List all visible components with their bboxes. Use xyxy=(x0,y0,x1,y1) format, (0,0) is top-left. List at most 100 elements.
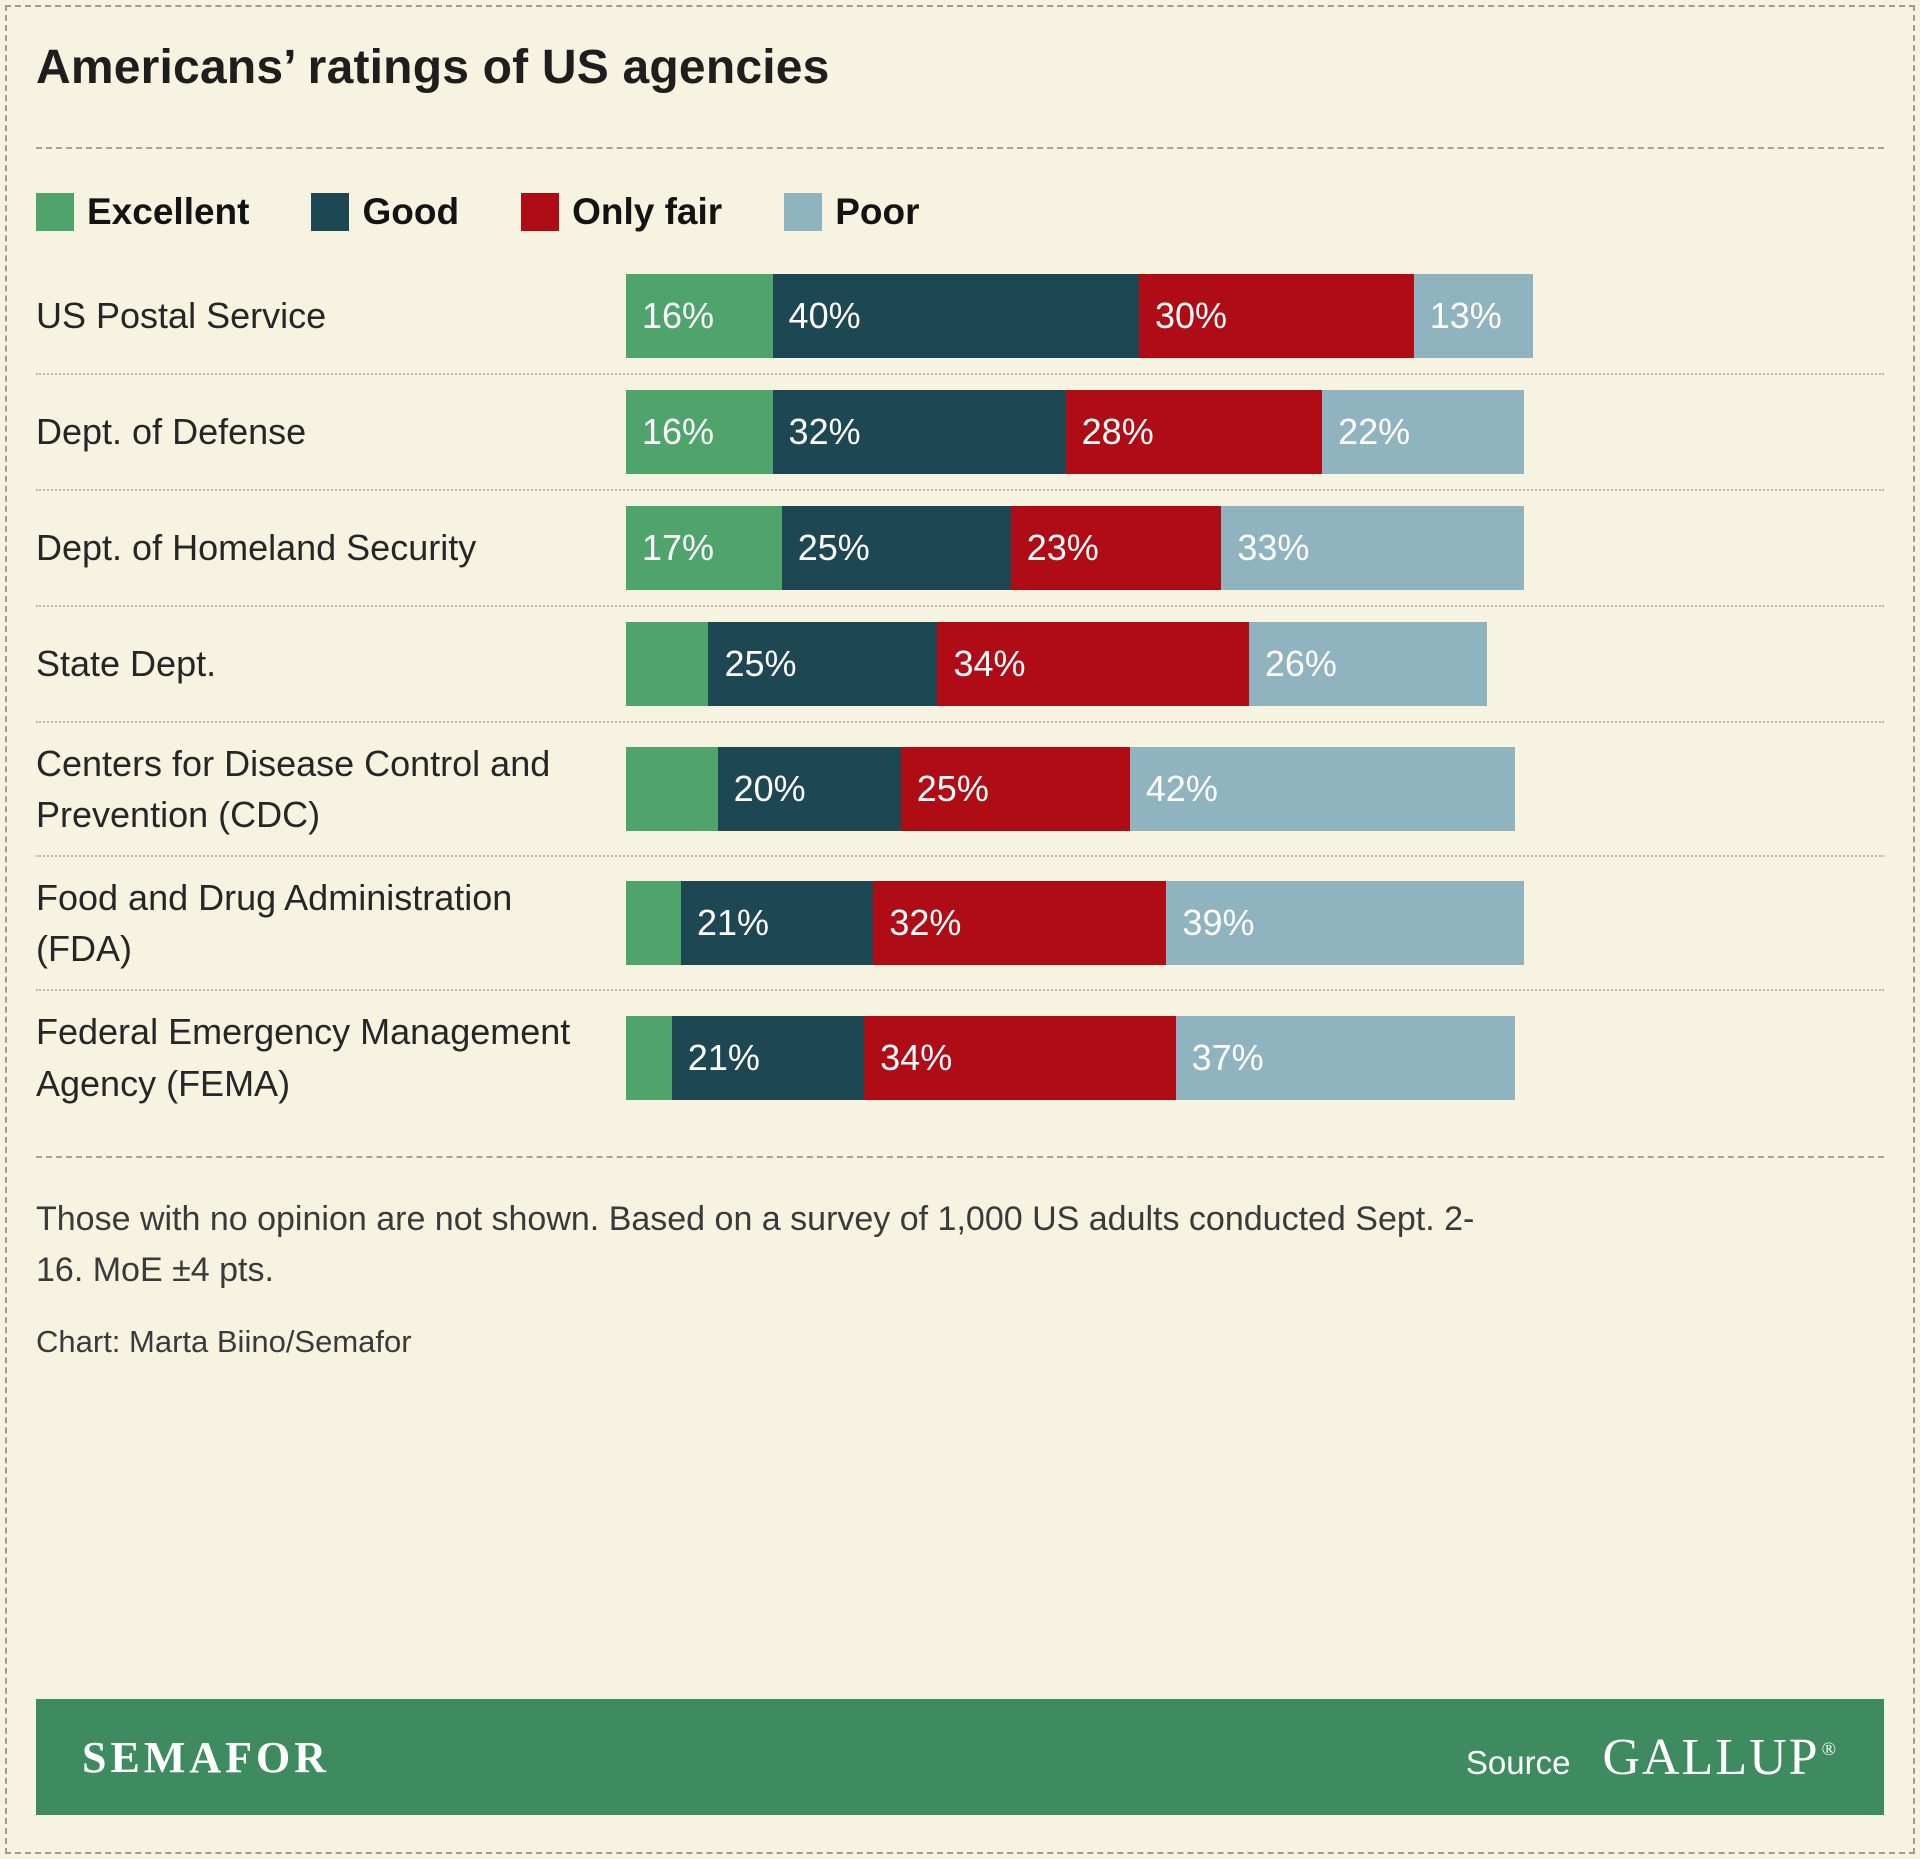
bar-segment-good: 40% xyxy=(772,274,1139,358)
dashed-divider xyxy=(36,1155,1884,1158)
segment-value-label: 32% xyxy=(889,902,962,944)
legend-label: Only fair xyxy=(572,191,723,232)
segment-value-label: 20% xyxy=(733,768,806,810)
gallup-logo: GALLUP ® xyxy=(1602,1728,1838,1787)
dashed-divider xyxy=(36,147,1884,149)
segment-value-label: 39% xyxy=(1182,902,1255,944)
bar-segment-only-fair: 23% xyxy=(1010,506,1222,590)
bar-segment-good: 21% xyxy=(680,881,874,966)
chart-row: Food and Drug Administration (FDA) 21% 32%… xyxy=(36,855,1884,989)
bar-segment-excellent: 16% xyxy=(626,390,773,474)
stacked-bar-chart: US Postal Service 16% 40% 30% 13% Dept. of De… xyxy=(36,259,1884,1124)
category-label: Food and Drug Administration (FDA) xyxy=(36,877,513,970)
segment-value-label: 17% xyxy=(642,527,715,568)
bar-segment-good: 25% xyxy=(781,506,1011,590)
footer-bar: SEMAFOR Source GALLUP ® xyxy=(36,1699,1884,1815)
legend-item: Poor xyxy=(784,191,919,233)
legend-item: Excellent xyxy=(36,191,249,233)
category-label: State Dept. xyxy=(36,643,217,685)
segment-value-label: 37% xyxy=(1191,1036,1264,1078)
registered-trademark-symbol: ® xyxy=(1821,1739,1838,1761)
legend-swatch-only-fair xyxy=(521,193,560,231)
segment-value-label: 23% xyxy=(1026,527,1099,568)
semafor-logo: SEMAFOR xyxy=(82,1732,330,1782)
chart-row: State Dept. 25% 34% 26% xyxy=(36,605,1884,721)
segment-value-label: 28% xyxy=(1081,411,1154,452)
bar-segment-excellent xyxy=(626,1015,672,1100)
chart-row: Federal Emergency Management Agency (FEM… xyxy=(36,989,1884,1123)
bar-segment-only-fair: 34% xyxy=(937,622,1249,706)
bar-segment-good: 32% xyxy=(772,390,1066,474)
bar-segment-poor: 26% xyxy=(1248,622,1488,706)
footnote: Those with no opinion are not shown. Bas… xyxy=(36,1199,1475,1289)
source-label: Source xyxy=(1465,1743,1571,1781)
category-label: Dept. of Homeland Security xyxy=(36,527,477,569)
bar-segment-only-fair: 28% xyxy=(1065,390,1323,474)
segment-value-label: 42% xyxy=(1145,768,1218,810)
page-title: Americans’ ratings of US agencies xyxy=(36,41,830,94)
bar-segment-excellent xyxy=(626,622,709,706)
segment-value-label: 25% xyxy=(797,527,870,568)
bar-segment-poor: 33% xyxy=(1221,506,1524,590)
chart-row: US Postal Service 16% 40% 30% 13% xyxy=(36,259,1884,373)
gallup-wordmark: GALLUP xyxy=(1602,1728,1820,1786)
bar-segment-poor: 42% xyxy=(1129,747,1515,832)
legend-item: Good xyxy=(311,191,459,233)
bar-track: 16% 40% 30% 13% xyxy=(626,274,1542,358)
bar-segment-excellent: 16% xyxy=(626,274,773,358)
segment-value-label: 21% xyxy=(687,1036,760,1078)
segment-value-label: 34% xyxy=(953,643,1026,684)
bar-segment-good: 25% xyxy=(708,622,938,706)
chart-row: Dept. of Homeland Security 17% 25% 23% 33% xyxy=(36,489,1884,605)
category-label: US Postal Service xyxy=(36,295,327,337)
segment-value-label: 40% xyxy=(788,295,861,336)
segment-value-label: 13% xyxy=(1429,295,1502,336)
legend-swatch-poor xyxy=(784,193,823,231)
segment-value-label: 25% xyxy=(916,768,989,810)
legend-label: Poor xyxy=(835,191,920,232)
legend-item: Only fair xyxy=(521,191,722,233)
bar-segment-only-fair: 32% xyxy=(873,881,1167,966)
category-label: Federal Emergency Management Agency (FEM… xyxy=(36,1011,571,1104)
chart-legend: Excellent Good Only fair Poor xyxy=(36,191,1884,233)
segment-value-label: 32% xyxy=(788,411,861,452)
bar-segment-poor: 22% xyxy=(1322,390,1524,474)
bar-segment-only-fair: 25% xyxy=(900,747,1130,832)
bar-segment-excellent xyxy=(626,747,718,832)
bar-segment-good: 21% xyxy=(671,1015,865,1100)
bar-track: 20% 25% 42% xyxy=(626,747,1542,832)
chart-row: Centers for Disease Control and Preventi… xyxy=(36,721,1884,855)
bar-track: 25% 34% 26% xyxy=(626,622,1542,706)
segment-value-label: 26% xyxy=(1264,643,1337,684)
bar-segment-excellent: 17% xyxy=(626,506,782,590)
bar-segment-good: 20% xyxy=(717,747,901,832)
chart-row: Dept. of Defense 16% 32% 28% 22% xyxy=(36,373,1884,489)
bar-track: 17% 25% 23% 33% xyxy=(626,506,1542,590)
segment-value-label: 34% xyxy=(880,1036,953,1078)
legend-swatch-good xyxy=(311,193,350,231)
legend-swatch-excellent xyxy=(36,193,74,231)
chart-credit: Chart: Marta Biino/Semafor xyxy=(36,1323,412,1359)
category-label: Centers for Disease Control and Preventi… xyxy=(36,743,551,836)
segment-value-label: 22% xyxy=(1338,411,1411,452)
segment-value-label: 30% xyxy=(1154,295,1227,336)
bar-segment-poor: 13% xyxy=(1413,274,1533,358)
legend-label: Good xyxy=(362,191,460,232)
bar-track: 21% 34% 37% xyxy=(626,1015,1542,1100)
source-attribution: Source GALLUP ® xyxy=(1466,1728,1838,1787)
bar-segment-excellent xyxy=(626,881,681,966)
segment-value-label: 16% xyxy=(642,295,715,336)
segment-value-label: 21% xyxy=(696,902,770,944)
bar-segment-poor: 39% xyxy=(1166,881,1524,966)
bar-segment-only-fair: 34% xyxy=(864,1015,1176,1100)
segment-value-label: 16% xyxy=(642,411,715,452)
bar-track: 16% 32% 28% 22% xyxy=(626,390,1542,474)
bar-segment-poor: 37% xyxy=(1175,1015,1515,1100)
bar-segment-only-fair: 30% xyxy=(1138,274,1414,358)
legend-label: Excellent xyxy=(87,191,250,232)
segment-value-label: 33% xyxy=(1237,527,1310,568)
bar-track: 21% 32% 39% xyxy=(626,881,1542,966)
category-label: Dept. of Defense xyxy=(36,411,307,453)
segment-value-label: 25% xyxy=(724,643,797,684)
